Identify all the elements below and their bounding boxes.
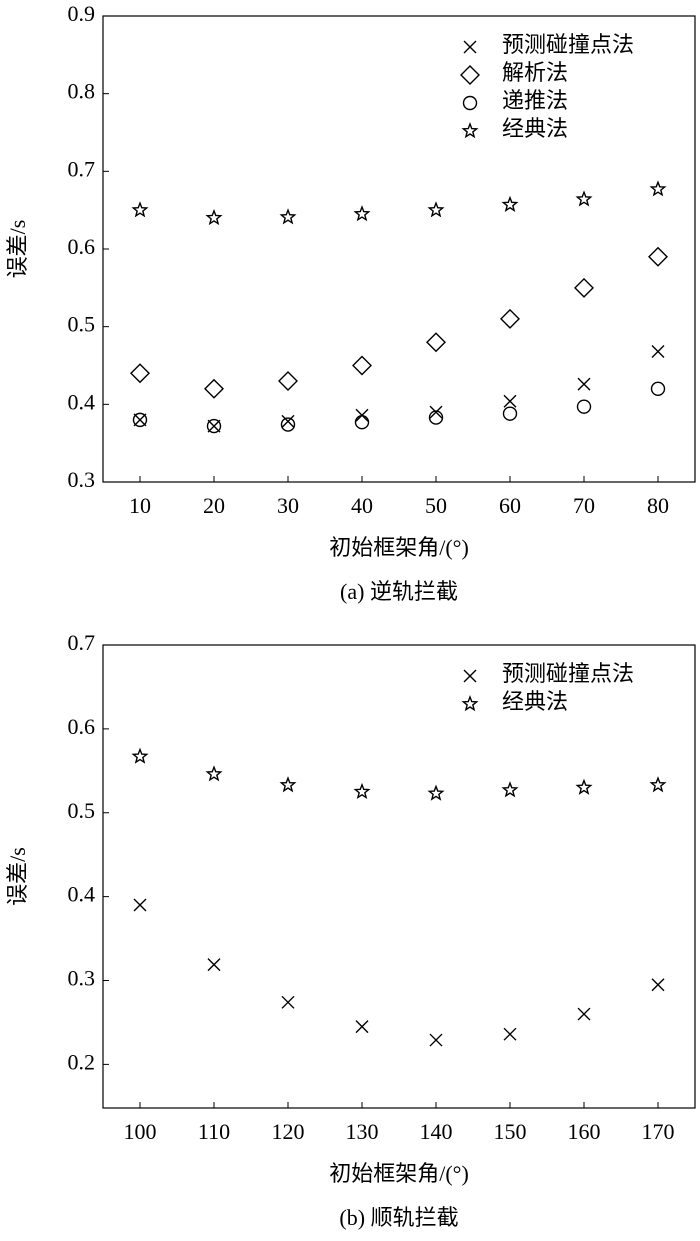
- caption: (b) 顺轨拦截: [339, 1205, 458, 1230]
- point: [207, 958, 221, 972]
- x-tick-label: 120: [272, 1119, 305, 1144]
- x-tick-label: 30: [277, 493, 299, 518]
- plot-frame: [102, 15, 696, 483]
- y-tick-label: 0.3: [68, 966, 96, 991]
- point: [574, 277, 594, 298]
- y-tick-label: 0.7: [68, 156, 96, 181]
- point: [575, 190, 593, 207]
- point: [575, 778, 593, 795]
- x-tick-label: 130: [346, 1119, 379, 1144]
- point: [426, 332, 446, 353]
- point: [503, 1027, 517, 1041]
- point: [577, 1007, 591, 1021]
- point: [205, 208, 223, 226]
- point: [649, 180, 667, 197]
- y-tick-label: 0.9: [68, 1, 96, 26]
- legend-marker: [461, 122, 479, 139]
- x-tick-label: 50: [425, 493, 447, 518]
- y-tick-label: 0.4: [68, 882, 96, 907]
- x-tick-label: 60: [499, 493, 521, 518]
- point: [427, 784, 445, 801]
- point: [651, 345, 665, 359]
- x-tick-label: 170: [642, 1119, 675, 1144]
- x-tick-label: 70: [573, 493, 595, 518]
- x-tick-label: 100: [124, 1119, 157, 1144]
- point: [503, 394, 517, 408]
- point: [204, 378, 224, 399]
- point: [648, 246, 668, 267]
- point: [130, 363, 150, 384]
- legend-label: 预测碰撞点法: [502, 661, 634, 686]
- point: [207, 419, 221, 433]
- y-tick-label: 0.2: [68, 1049, 96, 1074]
- y-axis-label: 误差/s: [5, 847, 30, 906]
- point: [502, 406, 518, 421]
- point: [427, 201, 445, 218]
- point: [132, 412, 148, 428]
- plot-frame: [102, 644, 696, 1109]
- y-tick-label: 0.5: [68, 798, 96, 823]
- legend-label: 解析法: [502, 60, 568, 85]
- legend-marker: [462, 95, 478, 111]
- point: [131, 747, 149, 764]
- point: [352, 355, 372, 376]
- point: [428, 410, 444, 425]
- point: [355, 1020, 369, 1034]
- y-tick-label: 0.6: [68, 234, 96, 259]
- point: [651, 978, 665, 992]
- legend-label: 递推法: [502, 88, 568, 113]
- point: [206, 418, 222, 434]
- point: [353, 205, 371, 222]
- caption: (a) 逆轨拦截: [340, 579, 458, 604]
- point: [429, 1033, 443, 1047]
- x-tick-label: 150: [494, 1119, 527, 1144]
- point: [429, 405, 443, 419]
- legend-marker: [463, 669, 477, 683]
- x-tick-label: 80: [647, 493, 669, 518]
- x-tick-label: 10: [129, 493, 151, 518]
- x-tick-label: 110: [198, 1119, 230, 1144]
- y-tick-label: 0.7: [68, 630, 96, 655]
- point: [205, 765, 223, 782]
- point: [281, 995, 295, 1009]
- y-axis-label: 误差/s: [5, 220, 30, 279]
- point: [354, 414, 370, 430]
- x-tick-label: 140: [420, 1119, 453, 1144]
- legend-label: 经典法: [502, 689, 568, 714]
- legend-marker: [461, 695, 479, 712]
- y-tick-label: 0.5: [68, 312, 96, 337]
- legend-label: 预测碰撞点法: [502, 32, 634, 57]
- x-tick-label: 160: [568, 1119, 601, 1144]
- legend-marker: [460, 65, 480, 85]
- point: [576, 399, 592, 414]
- point: [279, 776, 297, 793]
- y-tick-label: 0.4: [68, 389, 96, 414]
- point: [278, 371, 298, 392]
- point: [501, 781, 519, 798]
- legend-marker: [463, 40, 477, 54]
- y-tick-label: 0.3: [68, 467, 96, 492]
- point: [133, 413, 147, 427]
- y-tick-label: 0.8: [68, 79, 96, 104]
- point: [280, 417, 296, 432]
- legend-label: 经典法: [502, 116, 568, 141]
- x-tick-label: 20: [203, 493, 225, 518]
- x-tick-label: 40: [351, 493, 373, 518]
- point: [133, 898, 147, 912]
- point: [131, 201, 149, 218]
- point: [279, 208, 297, 225]
- point: [281, 414, 295, 428]
- point: [577, 377, 591, 391]
- point: [500, 308, 520, 329]
- x-axis-label: 初始框架角/(°): [329, 1161, 469, 1186]
- point: [650, 381, 666, 396]
- y-tick-label: 0.6: [68, 714, 96, 739]
- point: [501, 195, 519, 212]
- x-axis-label: 初始框架角/(°): [329, 535, 469, 560]
- point: [649, 776, 667, 793]
- point: [353, 782, 371, 800]
